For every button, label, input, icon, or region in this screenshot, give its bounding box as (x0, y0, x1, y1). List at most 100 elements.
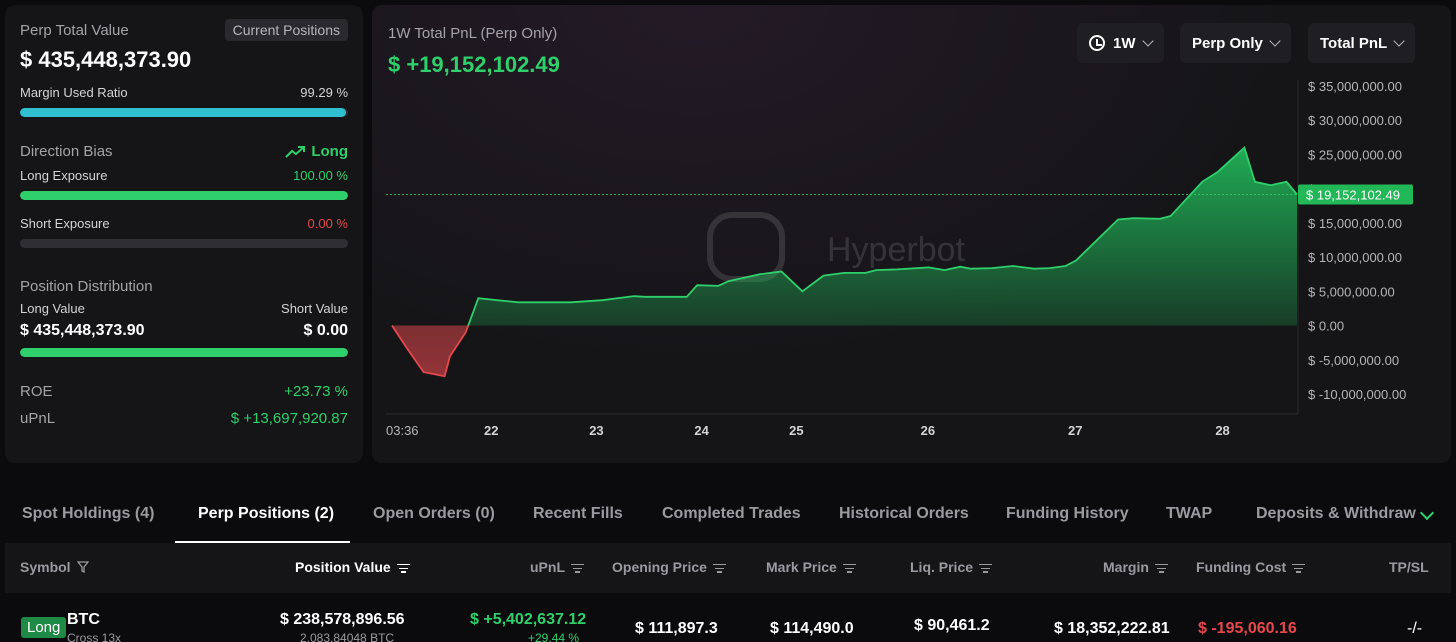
tab-open-orders-0[interactable]: Open Orders (0) (373, 505, 495, 522)
th-symbol-label: Symbol (20, 559, 71, 575)
chart-title: 1W Total PnL (Perp Only) (388, 25, 558, 42)
position-distribution-bar (20, 348, 348, 357)
th-mark-price[interactable]: Mark Price (766, 559, 856, 575)
side-badge: Long (21, 617, 67, 638)
short-exposure-value: 0.00 % (307, 216, 348, 231)
th-tpsl: TP/SL (1389, 559, 1429, 575)
sort-icon (1154, 563, 1168, 573)
th-position-value[interactable]: Position Value (295, 559, 410, 575)
tab-funding-history[interactable]: Funding History (1006, 505, 1129, 522)
y-tick-label: $ 10,000,000.00 (1308, 250, 1402, 265)
pnl-area-positive (468, 147, 1297, 326)
y-tick-label: $ 30,000,000.00 (1308, 113, 1402, 128)
tab-historical-orders[interactable]: Historical Orders (839, 505, 969, 522)
margin-used-ratio-value: 99.29 % (300, 85, 348, 100)
short-value: $ 0.00 (303, 322, 348, 339)
th-liq-price-label: Liq. Price (910, 559, 974, 575)
long-value: $ 435,448,373.90 (20, 322, 145, 339)
filter-icon[interactable] (76, 561, 89, 573)
th-position-value-label: Position Value (295, 559, 391, 575)
y-tick-label: $ 35,000,000.00 (1308, 79, 1402, 94)
x-tick-label: 23 (589, 423, 603, 438)
x-tick-label: 24 (694, 423, 709, 438)
sort-icon (712, 563, 726, 573)
short-exposure-bar (20, 239, 348, 248)
tpsl-cell[interactable]: -/- (1407, 620, 1423, 637)
x-axis: 03:36 22 23 24 25 26 27 28 (386, 423, 1230, 438)
th-opening-price[interactable]: Opening Price (612, 559, 726, 575)
th-margin[interactable]: Margin (1103, 559, 1168, 575)
y-tick-label: $ 0.00 (1308, 319, 1344, 334)
sort-icon (1292, 563, 1306, 573)
perp-total-value: $ 435,448,373.90 (20, 47, 192, 72)
x-tick-label: 26 (921, 423, 935, 438)
pnl-area-chart[interactable]: Hyperbot $ 35,000,000.00 $ 30,000,000.00 $… (372, 5, 1451, 463)
tab-perp-positions-2[interactable]: Perp Positions (2) (198, 505, 335, 522)
y-tick-label: $ 5,000,000.00 (1308, 284, 1395, 299)
range-dropdown-label: 1W (1113, 34, 1136, 52)
sort-icon (571, 563, 584, 573)
summary-panel: Perp Total Value Current Positions $ 435… (5, 5, 363, 463)
margin-cell: $ 18,352,222.81 (1054, 620, 1170, 637)
th-opening-price-label: Opening Price (612, 559, 707, 575)
margin-used-bar (20, 108, 348, 117)
upnl-value: $ +13,697,920.87 (230, 410, 348, 427)
y-tick-label: $ 15,000,000.00 (1308, 216, 1402, 231)
mark-price-cell: $ 114,490.0 (770, 620, 854, 637)
tab-recent-fills[interactable]: Recent Fills (533, 505, 623, 522)
th-funding-cost-label: Funding Cost (1196, 559, 1287, 575)
short-exposure-label: Short Exposure (20, 216, 110, 231)
long-exposure-label: Long Exposure (20, 168, 108, 183)
table-row[interactable]: Long BTC Cross 13x $ 238,578,896.56 2,08… (5, 593, 1451, 642)
margin-used-ratio-label: Margin Used Ratio (20, 85, 128, 100)
upnl-pct-cell: +29.44 % (528, 631, 580, 642)
position-distribution-label: Position Distribution (20, 278, 153, 295)
funding-cost-cell: $ -195,060.16 (1198, 620, 1297, 637)
long-exposure-value: 100.00 % (293, 168, 348, 183)
metric-dropdown-label: Total PnL (1320, 34, 1388, 52)
position-size: 2,083.84048 BTC (300, 631, 395, 642)
tab-completed-trades[interactable]: Completed Trades (662, 505, 801, 522)
th-funding-cost[interactable]: Funding Cost (1196, 559, 1306, 575)
margin-used-bar-fill (20, 108, 346, 117)
plot-area (386, 80, 1299, 415)
symbol-text[interactable]: BTC (67, 611, 100, 628)
y-tick-label: $ -10,000,000.00 (1308, 387, 1406, 402)
x-tick-label: 03:36 (386, 423, 419, 438)
trending-up-icon (285, 145, 306, 158)
tab-spot-holdings-4[interactable]: Spot Holdings (4) (22, 505, 155, 522)
watermark-text: Hyperbot (827, 231, 966, 269)
active-tab-underline (175, 541, 350, 543)
th-symbol[interactable]: Symbol (20, 559, 89, 575)
upnl-cell: $ +5,402,637.12 (470, 611, 587, 628)
pnl-chart-panel: 1W Total PnL (Perp Only) $ +19,152,102.4… (372, 5, 1451, 463)
long-exposure-bar (20, 191, 348, 200)
tab-bar: Spot Holdings (4) Perp Positions (2) Open … (0, 493, 1456, 543)
position-distribution-bar-fill (20, 348, 348, 357)
range-dropdown[interactable]: 1W (1077, 23, 1164, 63)
current-value-tag-text: $ 19,152,102.49 (1306, 187, 1400, 202)
chart-value: $ +19,152,102.49 (388, 52, 560, 77)
th-liq-price[interactable]: Liq. Price (910, 559, 993, 575)
upnl-label: uPnL (20, 410, 56, 427)
current-value-tag (1298, 184, 1413, 205)
leverage-text: Cross 13x (67, 631, 122, 642)
tab-deposits-withdraw[interactable]: Deposits & Withdraw (1256, 505, 1416, 522)
expand-tabs-chevron-icon[interactable] (1419, 505, 1435, 521)
scope-dropdown[interactable]: Perp Only (1180, 23, 1291, 63)
current-positions-button[interactable]: Current Positions (224, 19, 348, 41)
direction-bias-text: Long (311, 143, 348, 160)
long-exposure-bar-fill (20, 191, 348, 200)
metric-dropdown[interactable]: Total PnL (1308, 23, 1416, 63)
th-upnl[interactable]: uPnL (530, 559, 584, 575)
positions-table-header: Symbol Position Value uPnL Opening Price… (5, 543, 1451, 593)
th-mark-price-label: Mark Price (766, 559, 837, 575)
opening-price-cell: $ 111,897.3 (635, 620, 718, 637)
x-tick-label: 27 (1068, 423, 1082, 438)
roe-label: ROE (20, 383, 53, 400)
x-tick-label: 25 (789, 423, 803, 438)
sort-icon (979, 563, 993, 573)
tab-twap[interactable]: TWAP (1166, 505, 1213, 522)
direction-bias-value: Long (285, 143, 348, 160)
